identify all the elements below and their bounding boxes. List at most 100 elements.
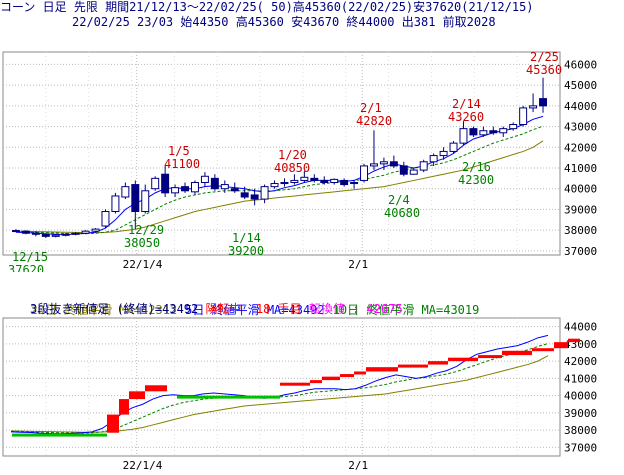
- legend-ma10-lower: 10日 終値平滑 MA=43019: [332, 303, 480, 317]
- candle: [200, 175, 209, 183]
- ma-line-ma10: [15, 125, 544, 235]
- candle: [330, 178, 339, 183]
- ma-line-ma5: [15, 115, 544, 235]
- candle: [81, 230, 90, 234]
- annotation-date: 1/20: [278, 148, 307, 162]
- candle: [21, 230, 30, 234]
- candle: [389, 161, 398, 167]
- candle: [280, 182, 289, 185]
- annotation-date: 12/15: [12, 250, 48, 264]
- x-tick-label: 22/1/4: [123, 459, 163, 472]
- plot-area: [2, 51, 561, 256]
- candle: [270, 183, 279, 188]
- annotation-date: 2/1: [360, 101, 382, 115]
- y-tick-label: 40000: [564, 183, 597, 196]
- renko-box-red: [568, 338, 580, 343]
- candle: [310, 177, 319, 181]
- annotation-price: 40680: [384, 206, 420, 220]
- candle: [429, 155, 438, 163]
- renko-box-green: [177, 395, 280, 399]
- renko-box-red: [354, 371, 366, 375]
- candle: [509, 124, 518, 130]
- candle: [101, 211, 110, 227]
- candle: [190, 182, 199, 193]
- candle: [369, 163, 378, 167]
- renko-box-red: [119, 399, 129, 415]
- y-tick-label: 37000: [564, 441, 597, 454]
- annotation-price: 38050: [124, 236, 160, 250]
- candle: [439, 150, 448, 157]
- annotation-date: 1/5: [168, 144, 190, 158]
- y-tick-label: 42000: [564, 141, 597, 154]
- renko-box-red: [478, 355, 502, 359]
- header-ohlc-line: 22/02/25 23/03 始44350 高45360 安43670 終440…: [72, 15, 496, 29]
- lower-ma-legend: 20日 終値平滑 MA=42312 5日 終値平滑 MA=43492 10日 終値平…: [16, 288, 487, 317]
- y-tick-label: 44000: [564, 100, 597, 113]
- renko-box-red: [129, 391, 145, 400]
- candle: [131, 184, 140, 212]
- renko-info: 3段抜き新値足 (終値)=43492 陽転中 18 手目 転換値 : 42675: [30, 302, 403, 317]
- annotation-price: 42300: [458, 173, 494, 187]
- renko-box-red: [398, 364, 428, 368]
- candlestick-chart[interactable]: 37000 38000 39000 40000 41000 42000 43000 44000…: [0, 50, 624, 272]
- candle: [230, 188, 239, 192]
- annotation-price: 45360: [526, 63, 562, 77]
- renko-box-red: [145, 385, 167, 392]
- candle: [141, 190, 150, 213]
- plot-area: [2, 317, 561, 457]
- candle: [320, 179, 329, 184]
- candle: [71, 232, 80, 235]
- y-tick-label: 46000: [564, 58, 597, 71]
- candle: [350, 182, 359, 185]
- header-summary-line: コーン 日足 先限 期間21/12/13～22/02/25( 50)高45360…: [0, 0, 534, 14]
- candle: [220, 184, 229, 190]
- candle: [181, 186, 190, 192]
- candle: [151, 177, 160, 190]
- x-tick-label: 2/1: [348, 258, 368, 271]
- x-tick-label: 2/1: [348, 459, 368, 472]
- renko-box-green: [12, 433, 107, 437]
- candle: [121, 186, 130, 198]
- candle: [111, 195, 120, 212]
- annotation-date: 2/4: [388, 193, 410, 207]
- renko-box-red: [280, 382, 310, 386]
- y-tick-label: 38000: [564, 424, 597, 437]
- candle: [171, 187, 180, 194]
- renko-label: 3段抜き新値足 (終値)=43492: [30, 302, 199, 316]
- chart-header: コーン 日足 先限 期間21/12/13～22/02/25( 50)高45360…: [0, 0, 624, 34]
- candle: [161, 173, 170, 194]
- candle: [519, 107, 528, 125]
- renko-box-red: [310, 380, 322, 384]
- y-tick-label: 41000: [564, 162, 597, 175]
- candle: [529, 105, 538, 109]
- renko-state: 陽転中: [205, 302, 242, 316]
- annotation-date: 2/14: [452, 97, 481, 111]
- renko-box-red: [322, 376, 340, 381]
- candle: [469, 128, 478, 136]
- candle: [210, 177, 219, 190]
- renko-count: 18 手目: [255, 302, 302, 316]
- candle: [499, 128, 508, 134]
- renko-convert: 転換値 : 42675: [308, 302, 403, 316]
- annotation-price: 42820: [356, 114, 392, 128]
- candle: [360, 165, 369, 181]
- candle: [340, 179, 349, 186]
- renko-chart[interactable]: 3700038000390004000041000420004300044000…: [0, 316, 624, 475]
- renko-box-red: [532, 348, 554, 352]
- candle: [31, 232, 40, 235]
- renko-box-red: [428, 361, 448, 365]
- candle: [399, 165, 408, 175]
- candle: [489, 130, 498, 134]
- candle: [459, 128, 468, 144]
- y-tick-label: 45000: [564, 79, 597, 92]
- candle: [41, 233, 50, 237]
- candle: [479, 130, 488, 136]
- renko-box-red: [366, 367, 398, 372]
- candle: [51, 234, 60, 237]
- candle: [11, 230, 20, 233]
- candle: [91, 228, 100, 232]
- annotation-date: 1/14: [232, 231, 261, 245]
- renko-box-red: [448, 357, 478, 362]
- candle: [409, 169, 418, 175]
